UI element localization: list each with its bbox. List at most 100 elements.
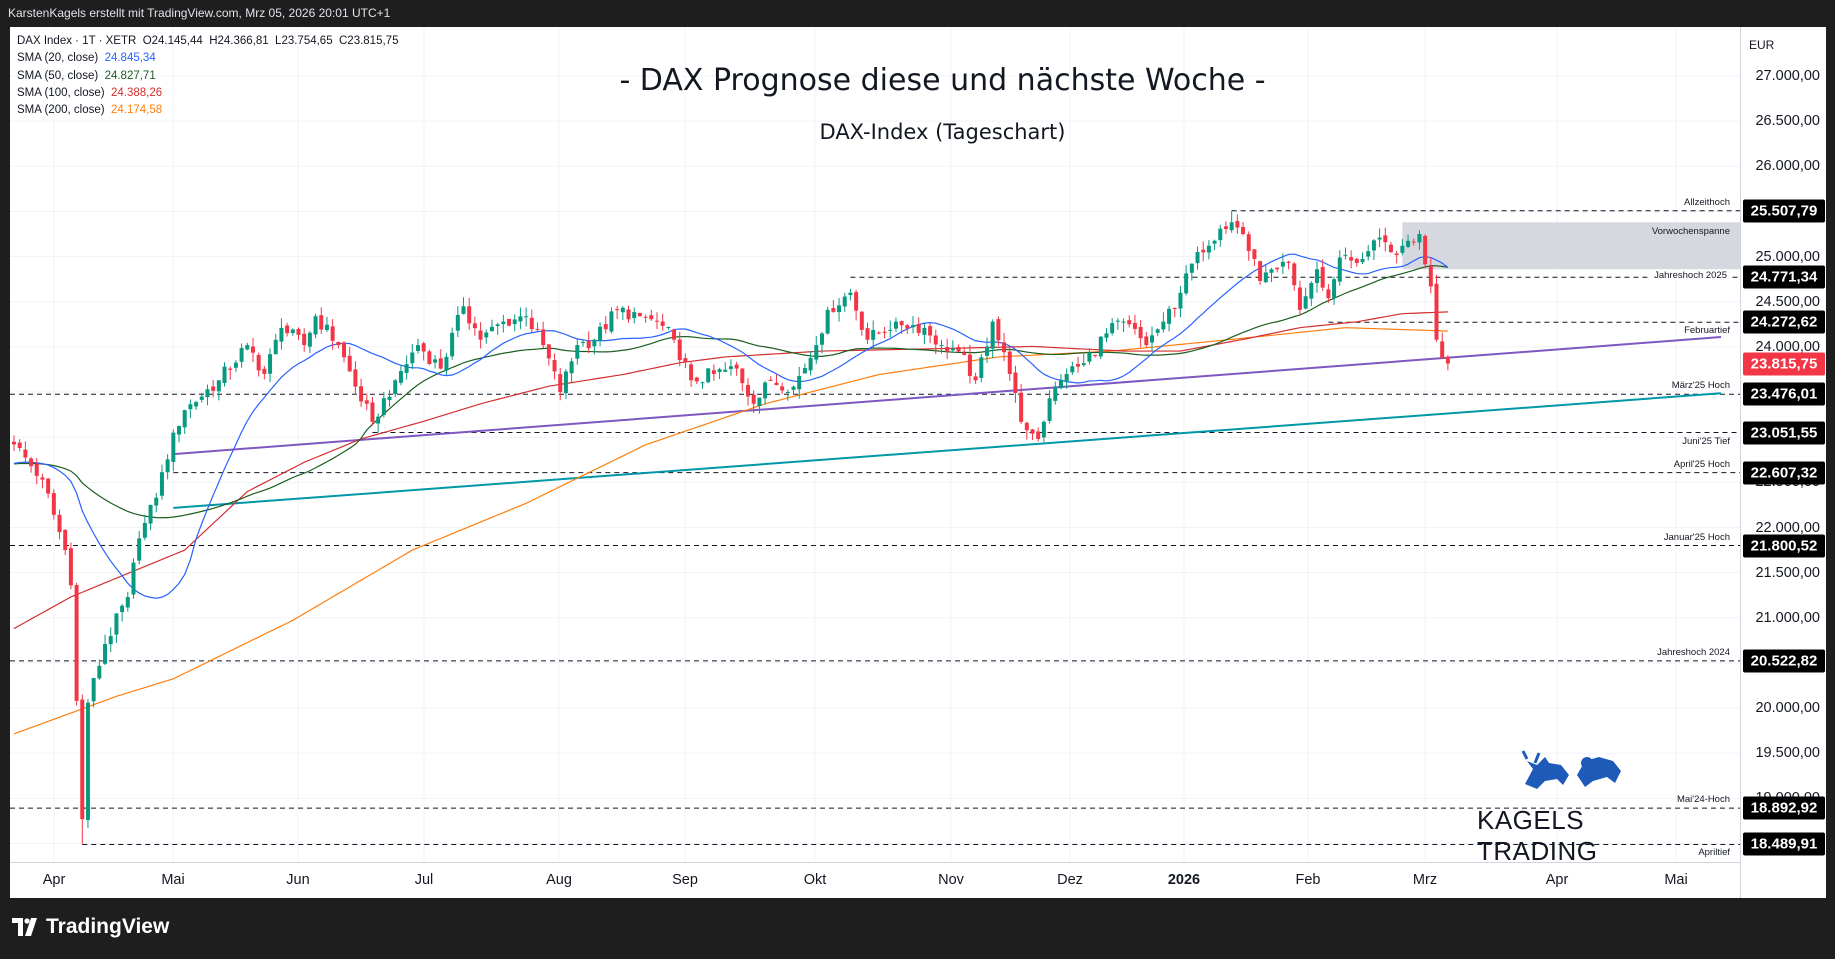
candle-body [188, 404, 193, 410]
candle-body [1280, 261, 1285, 267]
candle-body [364, 400, 369, 404]
previous-week-range-box [1402, 222, 1740, 270]
level-label: März'25 Hoch [1671, 380, 1730, 392]
candle-body [381, 398, 386, 415]
candle-body [370, 402, 375, 422]
price-tick: 19.500,00 [1755, 745, 1820, 762]
sma-20-legend[interactable]: SMA (20, close) 24.845,34 [17, 50, 398, 67]
candle-body [1394, 253, 1399, 255]
month-label: 2026 [1167, 872, 1201, 888]
candle-body [404, 364, 409, 373]
candle-body [290, 329, 295, 334]
candle-body [1212, 240, 1217, 244]
candle-body [563, 371, 568, 394]
candle-body [1104, 333, 1109, 338]
candle-body [376, 416, 381, 424]
time-axis[interactable]: Apr Mai Jun Jul Aug Sep Okt Nov Dez 2026 Feb Mrz Apr… [10, 862, 1740, 898]
candle-body [307, 332, 312, 347]
ohlc-close: C23.815,75 [339, 35, 399, 47]
candle-body [1002, 342, 1007, 353]
candle-body [1115, 320, 1120, 322]
candle-body [336, 341, 341, 346]
ohlc-open: O24.145,44 [142, 35, 203, 47]
sma-100-legend[interactable]: SMA (100, close) 24.388,26 [17, 85, 398, 102]
candle-body [1229, 222, 1234, 231]
chart-pane[interactable]: DAX Index · 1T · XETR O24.145,44 H24.366… [10, 27, 1740, 862]
candle-body [643, 316, 648, 318]
candle-body [199, 396, 204, 400]
candle-body [1064, 373, 1069, 383]
month-label: Sep [672, 872, 698, 888]
candle-body [63, 529, 68, 551]
candle-body [438, 358, 443, 369]
sma-value: 24.827,71 [104, 69, 156, 82]
candle-body [478, 330, 483, 340]
candle-body [586, 341, 591, 349]
candle-body [330, 326, 335, 341]
candle-body [285, 325, 290, 334]
candle-body [342, 342, 347, 358]
candle-body [751, 394, 756, 404]
price-axis[interactable]: EUR 27.000,0026.500,0026.000,0025.500,00… [1740, 27, 1826, 898]
candle-body [774, 382, 779, 385]
candle-body [256, 355, 261, 371]
candle-body [763, 382, 768, 399]
candle-body [85, 702, 90, 821]
candle-body [1269, 269, 1274, 273]
level-price-label: 24.771,34 [1743, 265, 1825, 289]
candle-body [171, 432, 176, 462]
candle-body [785, 392, 790, 394]
candle-body [302, 333, 307, 346]
candle-body [472, 323, 477, 329]
sma-label: SMA (50, close) [17, 69, 99, 82]
candle-body [819, 333, 824, 345]
candle-body [1019, 392, 1024, 422]
candle-body [637, 312, 642, 317]
price-tick: 25.000,00 [1755, 248, 1820, 265]
candle-body [888, 329, 893, 331]
month-label: Mai [1664, 872, 1688, 888]
tradingview-logo[interactable]: TradingView [12, 915, 169, 939]
candle-body [216, 380, 221, 392]
candle-body [740, 368, 745, 384]
candle-body [905, 325, 910, 329]
month-label: Nov [938, 872, 964, 888]
price-chart[interactable] [10, 27, 1740, 862]
level-label: Apriltief [1698, 847, 1730, 859]
candle-body [68, 548, 73, 586]
candle-body [359, 386, 364, 402]
candle-body [296, 329, 301, 335]
candle-body [1275, 267, 1280, 270]
bull-bear-icon [1521, 750, 1621, 789]
candle-body [1150, 335, 1154, 343]
candle-body [1076, 364, 1081, 367]
candle-body [1326, 289, 1331, 299]
candle-body [581, 342, 585, 344]
candle-body [57, 514, 62, 533]
candle-body [108, 636, 113, 645]
level-label: Mai'24-Hoch [1676, 794, 1730, 806]
candle-body [558, 374, 563, 393]
candle-body [211, 386, 216, 391]
candle-body [410, 352, 415, 364]
sma-50-line [13, 265, 1448, 519]
candle-body [677, 339, 682, 361]
month-label: Dez [1057, 872, 1083, 888]
candle-body [1411, 241, 1416, 243]
sma-200-legend[interactable]: SMA (200, close) 24.174,58 [17, 102, 398, 119]
candle-body [1007, 351, 1012, 374]
sma-50-legend[interactable]: SMA (50, close) 24.827,71 [17, 68, 398, 85]
candle-body [1201, 249, 1206, 253]
candle-body [1195, 252, 1200, 264]
teal-trendline [173, 392, 1722, 509]
purple-trendline [173, 336, 1722, 456]
candle-body [120, 605, 125, 613]
candle-body [484, 332, 489, 338]
candle-body [1024, 422, 1029, 431]
month-label: Jun [286, 872, 310, 888]
candle-body [1070, 366, 1075, 373]
candle-body [1161, 321, 1166, 330]
candle-body [1258, 261, 1263, 281]
candle-body [51, 493, 56, 515]
level-label: Jahreshoch 2024 [1657, 646, 1730, 658]
